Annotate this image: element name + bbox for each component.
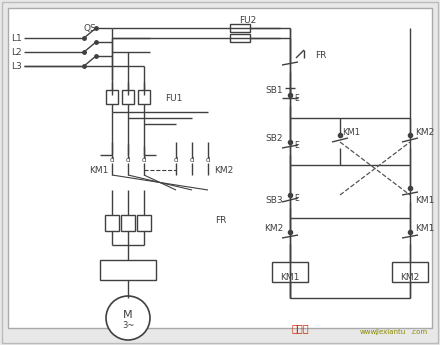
Text: M: M xyxy=(123,310,133,320)
Text: FR: FR xyxy=(215,216,226,225)
Text: E: E xyxy=(294,194,299,203)
Bar xyxy=(100,260,156,280)
Text: SB1: SB1 xyxy=(265,86,283,95)
Bar xyxy=(122,90,134,104)
Text: KM1: KM1 xyxy=(415,224,434,233)
Text: 3~: 3~ xyxy=(122,322,134,331)
Text: L2: L2 xyxy=(11,48,22,57)
Text: QS: QS xyxy=(84,23,96,32)
Text: d: d xyxy=(190,157,194,163)
Text: d: d xyxy=(110,157,114,163)
Bar xyxy=(392,262,428,282)
Text: FU1: FU1 xyxy=(165,93,182,102)
Text: d: d xyxy=(126,157,130,163)
Bar xyxy=(105,215,119,231)
Text: KM2: KM2 xyxy=(264,224,283,233)
Text: KM1: KM1 xyxy=(280,274,300,283)
Text: KM1: KM1 xyxy=(342,128,360,137)
Bar xyxy=(272,262,308,282)
Text: KM2: KM2 xyxy=(214,166,233,175)
Text: d: d xyxy=(206,157,210,163)
Text: .com: .com xyxy=(410,329,427,335)
Text: L3: L3 xyxy=(11,61,22,70)
Text: KM2: KM2 xyxy=(400,274,420,283)
Text: jiexiantu: jiexiantu xyxy=(375,329,405,335)
Text: SB2: SB2 xyxy=(265,134,283,142)
Text: E: E xyxy=(294,140,299,149)
Text: KM2: KM2 xyxy=(415,128,434,137)
Bar xyxy=(121,215,135,231)
Bar xyxy=(230,34,250,42)
Text: FR: FR xyxy=(315,50,326,59)
Text: d: d xyxy=(174,157,178,163)
Text: FU2: FU2 xyxy=(239,16,257,24)
Text: www.: www. xyxy=(360,329,379,335)
Bar xyxy=(106,90,118,104)
Bar xyxy=(138,90,150,104)
Text: SB3: SB3 xyxy=(265,196,283,205)
Text: KM1: KM1 xyxy=(88,166,108,175)
Text: KM1: KM1 xyxy=(415,196,434,205)
Text: L1: L1 xyxy=(11,33,22,42)
Circle shape xyxy=(106,296,150,340)
Text: E: E xyxy=(294,93,299,102)
Bar xyxy=(137,215,151,231)
Text: 接线图: 接线图 xyxy=(291,323,309,333)
Bar xyxy=(230,24,250,32)
Text: d: d xyxy=(142,157,146,163)
